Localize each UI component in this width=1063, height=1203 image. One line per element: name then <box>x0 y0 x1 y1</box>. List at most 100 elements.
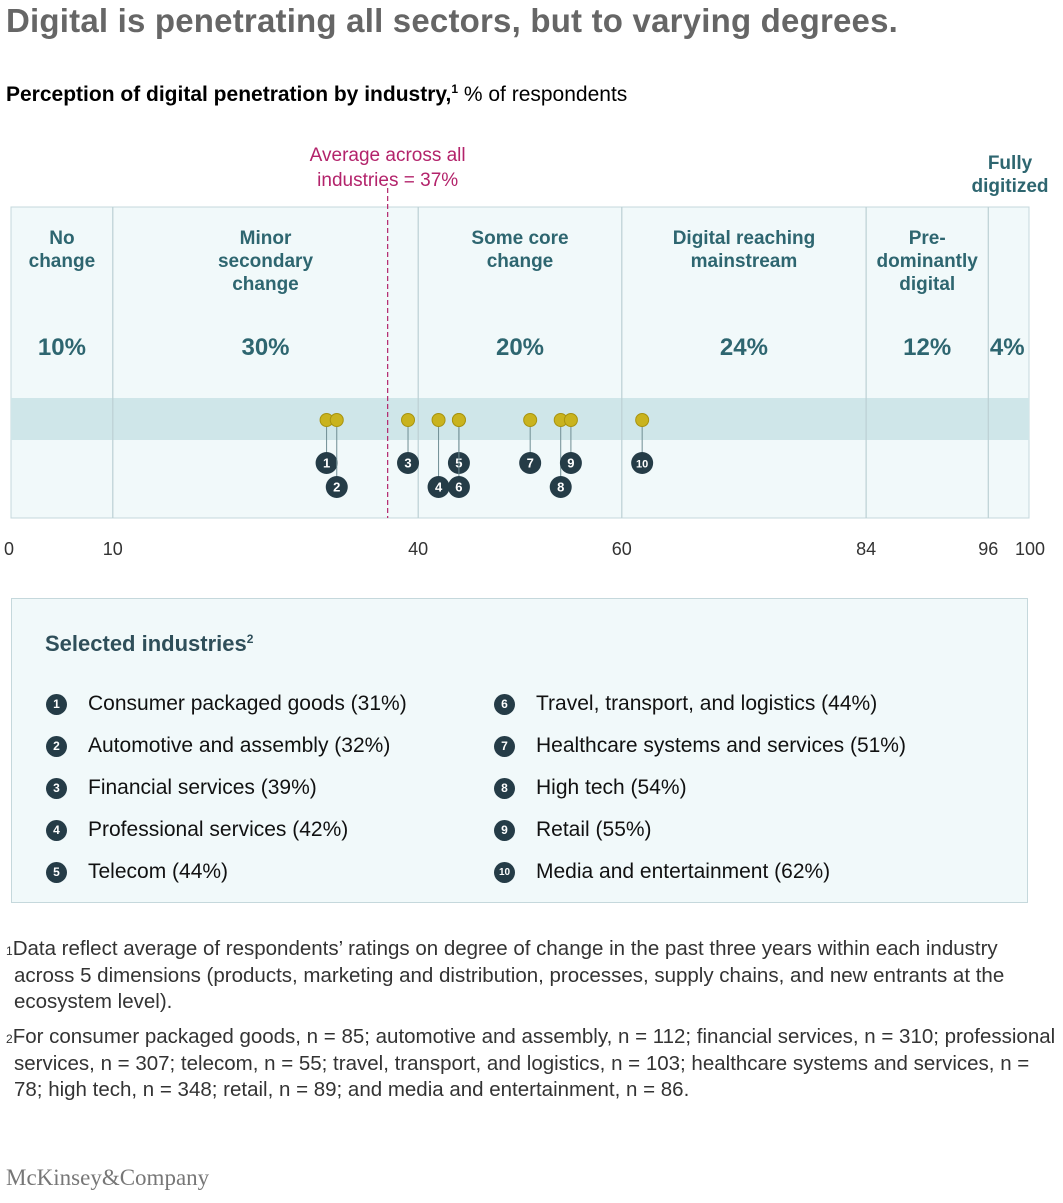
mckinsey-logo: McKinsey&Company <box>6 1165 210 1190</box>
x-tick-label: 10 <box>103 539 123 559</box>
point-number-badge <box>315 452 338 474</box>
point-number-label: 6 <box>455 480 462 495</box>
industry-dot-3 <box>401 413 416 427</box>
footnote-2-text: For consumer packaged goods, n = 85; aut… <box>12 1025 1056 1101</box>
legend-title-mark: 2 <box>246 632 254 646</box>
point-number-badge <box>447 476 470 498</box>
segment-share: 30% <box>241 334 289 361</box>
legend-item-label: Healthcare systems and services (51%) <box>536 734 906 757</box>
legend-number-badge: 7 <box>494 735 515 757</box>
legend-item-3: 3 Financial services (39%) <box>46 767 407 809</box>
point-number-badge <box>397 452 420 474</box>
legend-number-badge: 5 <box>46 861 67 883</box>
legend-column-left: 1 Consumer packaged goods (31%) 2 Automotiv… <box>46 683 407 893</box>
segment-label-line: Minor <box>240 228 292 249</box>
segment-label-line: Some core <box>471 228 568 249</box>
segment-share: 12% <box>903 334 951 361</box>
legend-item-label: Retail (55%) <box>536 818 652 841</box>
industry-dot-2 <box>329 413 344 427</box>
point-number-badge <box>519 452 542 474</box>
legend-item-label: Professional services (42%) <box>88 818 349 841</box>
industry-dot-6 <box>451 413 466 427</box>
legend-item-label: Consumer packaged goods (31%) <box>88 692 407 715</box>
point-number-badge <box>559 452 582 474</box>
distribution-band <box>11 398 1029 440</box>
legend-item-label: Travel, transport, and logistics (44%) <box>536 692 878 715</box>
legend-number-badge: 2 <box>46 735 67 757</box>
legend-number-badge: 3 <box>46 777 67 799</box>
x-tick-label: 96 <box>978 539 998 559</box>
point-number-label: 8 <box>557 480 564 495</box>
legend-item-label: Financial services (39%) <box>88 776 317 799</box>
industry-dot-10 <box>635 413 650 427</box>
legend-title-text: Selected industries <box>45 631 247 656</box>
average-label-line: Average across all <box>310 145 466 166</box>
segment-label-line: dominantly <box>877 251 979 272</box>
segment-label-line: digitized <box>971 176 1048 197</box>
legend-item-label: Automotive and assembly (32%) <box>88 734 391 757</box>
segment-share: 24% <box>720 334 768 361</box>
legend-item-1: 1 Consumer packaged goods (31%) <box>46 683 407 725</box>
segment-share: 20% <box>496 334 544 361</box>
footnote-1-mark: 1 <box>6 944 13 958</box>
subtitle-unit: % of respondents <box>458 83 628 106</box>
legend-item-8: 8 High tech (54%) <box>494 767 906 809</box>
legend-number-badge: 8 <box>494 777 515 799</box>
industry-dot-9 <box>563 413 578 427</box>
page-title: Digital is penetrating all sectors, but … <box>6 2 899 39</box>
segment-share: 10% <box>38 334 86 361</box>
segment-label-line: No <box>49 228 74 249</box>
segment-label-line: mainstream <box>691 251 798 272</box>
point-number-label: 2 <box>333 480 340 495</box>
legend-number-badge: 4 <box>46 819 67 841</box>
x-tick-label: 100 <box>1015 539 1045 559</box>
legend-title: Selected industries2 <box>45 631 253 657</box>
segment-label-line: change <box>487 251 554 272</box>
legend-item-4: 4 Professional services (42%) <box>46 809 407 851</box>
x-tick-label: 84 <box>856 539 876 559</box>
industry-dot-4 <box>431 413 446 427</box>
legend-item-2: 2 Automotive and assembly (32%) <box>46 725 407 767</box>
x-tick-label: 40 <box>408 539 428 559</box>
legend-item-label: Telecom (44%) <box>88 860 229 883</box>
legend-number-badge: 6 <box>494 693 515 715</box>
industry-dot-7 <box>523 413 538 427</box>
x-tick-label: 60 <box>612 539 632 559</box>
point-number-badge <box>549 476 572 498</box>
x-tick-label: 0 <box>4 539 14 559</box>
legend-item-10: 10 Media and entertainment (62%) <box>494 851 906 893</box>
segment-label-line: Digital reaching <box>673 228 816 249</box>
legend-number-badge: 9 <box>494 819 515 841</box>
legend-item-5: 5 Telecom (44%) <box>46 851 407 893</box>
segment-label-line: Pre- <box>909 228 946 249</box>
subtitle-bold: Perception of digital penetration by ind… <box>6 83 452 106</box>
average-label-line: industries = 37% <box>317 170 458 191</box>
legend-item-label: Media and entertainment (62%) <box>536 860 831 883</box>
point-number-badge <box>631 452 654 474</box>
segment-label-line: digital <box>899 274 955 295</box>
chart-subtitle: Perception of digital penetration by ind… <box>6 82 628 107</box>
point-number-label: 3 <box>404 456 411 471</box>
legend-number-badge: 10 <box>494 861 515 883</box>
legend-item-7: 7 Healthcare systems and services (51%) <box>494 725 906 767</box>
point-number-badge <box>427 476 450 498</box>
legend-item-9: 9 Retail (55%) <box>494 809 906 851</box>
point-number-label: 10 <box>636 459 648 471</box>
point-number-label: 1 <box>323 456 330 471</box>
point-number-label: 9 <box>567 456 574 471</box>
segment-label-line: change <box>29 251 96 272</box>
footnote-2: 2For consumer packaged goods, n = 85; au… <box>6 1024 1056 1104</box>
legend-panel: Selected industries2 1 Consumer packaged … <box>11 598 1028 903</box>
legend-item-6: 6 Travel, transport, and logistics (44%) <box>494 683 906 725</box>
segment-share: 4% <box>990 334 1025 361</box>
footnote-2-mark: 2 <box>6 1032 13 1046</box>
segment-label-line: change <box>232 274 299 295</box>
point-number-badge <box>325 476 348 498</box>
segment-label-line: secondary <box>218 251 313 272</box>
subtitle-footnote-mark: 1 <box>451 82 459 96</box>
point-number-label: 7 <box>527 456 534 471</box>
point-number-label: 4 <box>435 480 443 495</box>
footnote-1: 1Data reflect average of respondents’ ra… <box>6 936 1056 1016</box>
legend-number-badge: 1 <box>46 693 67 715</box>
